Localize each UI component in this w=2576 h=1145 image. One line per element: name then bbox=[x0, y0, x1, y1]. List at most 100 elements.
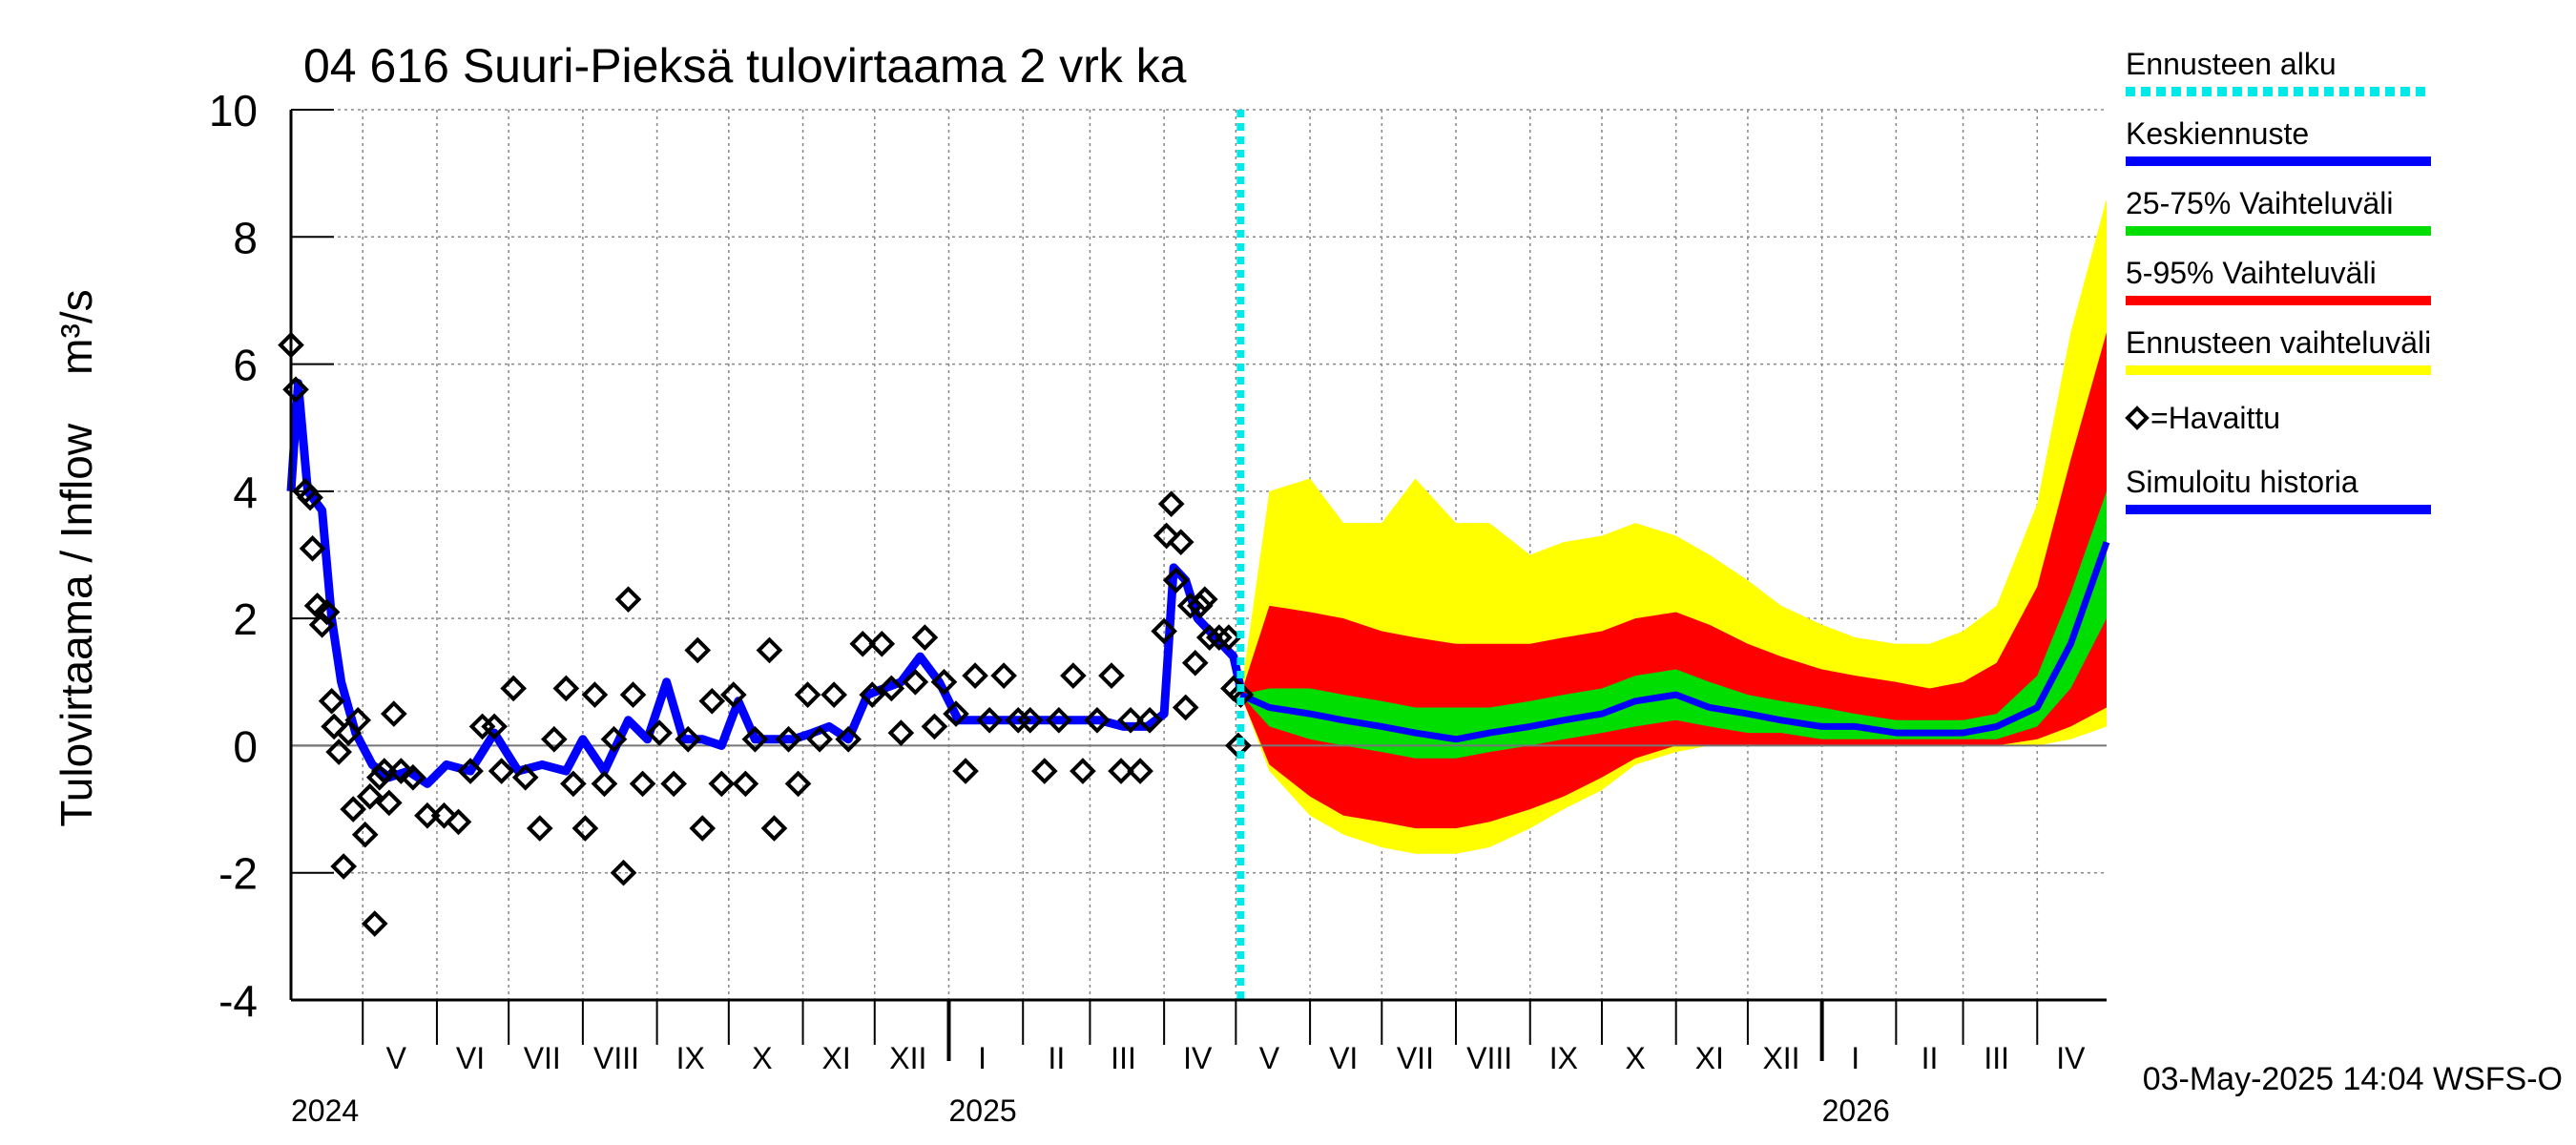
observed-point bbox=[911, 624, 939, 651]
legend: Ennusteen alku Keskiennuste 25-75% Vaihtel… bbox=[2125, 47, 2431, 514]
observed-point bbox=[741, 725, 769, 753]
legend-label: Ennusteen vaihteluväli bbox=[2126, 325, 2431, 360]
month-label: II bbox=[1048, 1041, 1065, 1075]
legend-label: Simuloitu historia bbox=[2126, 465, 2358, 499]
observed-point bbox=[784, 770, 812, 798]
observed-point bbox=[330, 853, 357, 880]
observed-point bbox=[720, 681, 747, 708]
observed-point bbox=[684, 636, 712, 664]
observed-point bbox=[698, 687, 726, 715]
month-label: VII bbox=[1397, 1041, 1434, 1075]
month-label: II bbox=[1922, 1041, 1939, 1075]
month-label: XI bbox=[1695, 1041, 1724, 1075]
observed-point bbox=[1195, 624, 1223, 651]
footer-timestamp: 03-May-2025 14:04 WSFS-O bbox=[2143, 1061, 2563, 1097]
observed-point bbox=[299, 535, 326, 562]
y-tick-label: -4 bbox=[218, 976, 258, 1026]
observed-point bbox=[560, 770, 587, 798]
month-label: XII bbox=[889, 1041, 926, 1075]
observed-point bbox=[325, 739, 352, 765]
month-label: III bbox=[1111, 1041, 1136, 1075]
observed-point bbox=[610, 859, 637, 886]
observed-point bbox=[1070, 758, 1096, 784]
observed-point bbox=[629, 770, 656, 798]
month-label: IX bbox=[1549, 1041, 1578, 1075]
y-tick-label: 10 bbox=[209, 86, 258, 135]
legend-label: Ennusteen alku bbox=[2126, 47, 2337, 81]
observed-point bbox=[1167, 529, 1195, 555]
month-label: X bbox=[1625, 1041, 1645, 1075]
observed-point bbox=[930, 668, 958, 696]
observed-point bbox=[646, 719, 673, 746]
observed-point bbox=[457, 758, 484, 784]
observed-point bbox=[526, 815, 553, 842]
year-label: 2025 bbox=[948, 1093, 1016, 1128]
month-label: XII bbox=[1762, 1041, 1799, 1075]
month-label: VI bbox=[456, 1041, 485, 1075]
observed-point bbox=[962, 662, 988, 689]
observed-point bbox=[619, 681, 647, 708]
observed-point bbox=[400, 763, 426, 791]
observed-point bbox=[1181, 649, 1209, 677]
observed-point bbox=[321, 713, 347, 740]
observed-point bbox=[1191, 586, 1218, 613]
observed-point bbox=[571, 815, 599, 842]
observed-point bbox=[806, 725, 833, 753]
month-label: IV bbox=[2056, 1041, 2086, 1075]
observed-point bbox=[821, 681, 847, 708]
observed-point bbox=[1030, 758, 1058, 784]
observed-point bbox=[1127, 758, 1153, 784]
month-label: IV bbox=[1183, 1041, 1213, 1075]
observed-point bbox=[313, 598, 341, 626]
observed-point bbox=[849, 630, 877, 657]
observed-point bbox=[878, 675, 905, 702]
observed-point bbox=[708, 770, 736, 798]
observed-point bbox=[1215, 624, 1242, 651]
month-label: VIII bbox=[593, 1041, 639, 1075]
simulated-history-line bbox=[286, 379, 1245, 788]
month-label: XI bbox=[822, 1041, 851, 1075]
observed-point bbox=[1060, 662, 1087, 689]
observed-point bbox=[614, 586, 642, 613]
observed-point bbox=[1108, 758, 1134, 784]
observed-point bbox=[414, 802, 441, 829]
chart-title: 04 616 Suuri-Pieksä tulovirtaama 2 vrk k… bbox=[303, 39, 1187, 93]
observed-point bbox=[1153, 522, 1180, 550]
observed-point bbox=[1151, 617, 1177, 645]
y-tick-label: 2 bbox=[233, 594, 258, 644]
month-label: VII bbox=[524, 1041, 561, 1075]
legend-label: 25-75% Vaihteluväli bbox=[2126, 186, 2393, 220]
observed-point bbox=[943, 700, 969, 727]
observed-point bbox=[600, 725, 628, 753]
y-tick-label: 6 bbox=[233, 341, 258, 390]
y-tick-label: 8 bbox=[233, 213, 258, 262]
observed-point bbox=[1016, 706, 1044, 734]
forecast-5-95-band bbox=[1240, 332, 2107, 829]
observed-point bbox=[732, 770, 759, 798]
observed-point bbox=[1136, 706, 1163, 734]
observed-point bbox=[887, 719, 915, 746]
observed-point bbox=[756, 636, 783, 664]
y-tick-label: -2 bbox=[218, 849, 258, 899]
observed-point bbox=[445, 808, 472, 836]
year-label: 2026 bbox=[1822, 1093, 1890, 1128]
observed-point bbox=[775, 725, 802, 753]
legend-label: =Havaittu bbox=[2150, 401, 2280, 435]
month-label: V bbox=[386, 1041, 407, 1075]
y-axis-label: Tulovirtaama / Inflow m³/s bbox=[52, 289, 101, 826]
observed-point bbox=[344, 706, 372, 734]
month-label: III bbox=[1984, 1041, 2009, 1075]
forecast-25-75-band bbox=[1240, 490, 2107, 759]
year-label: 2024 bbox=[291, 1093, 359, 1128]
observed-point bbox=[340, 796, 367, 822]
observed-point bbox=[351, 821, 379, 848]
observed-point bbox=[1084, 706, 1111, 734]
month-label: VIII bbox=[1466, 1041, 1512, 1075]
observed-point bbox=[794, 681, 821, 708]
observed-point bbox=[689, 815, 717, 842]
observed-point bbox=[859, 681, 886, 708]
observed-point bbox=[488, 758, 515, 784]
observed-point bbox=[581, 681, 609, 708]
observed-point bbox=[375, 789, 403, 817]
observed-point bbox=[1227, 681, 1255, 708]
